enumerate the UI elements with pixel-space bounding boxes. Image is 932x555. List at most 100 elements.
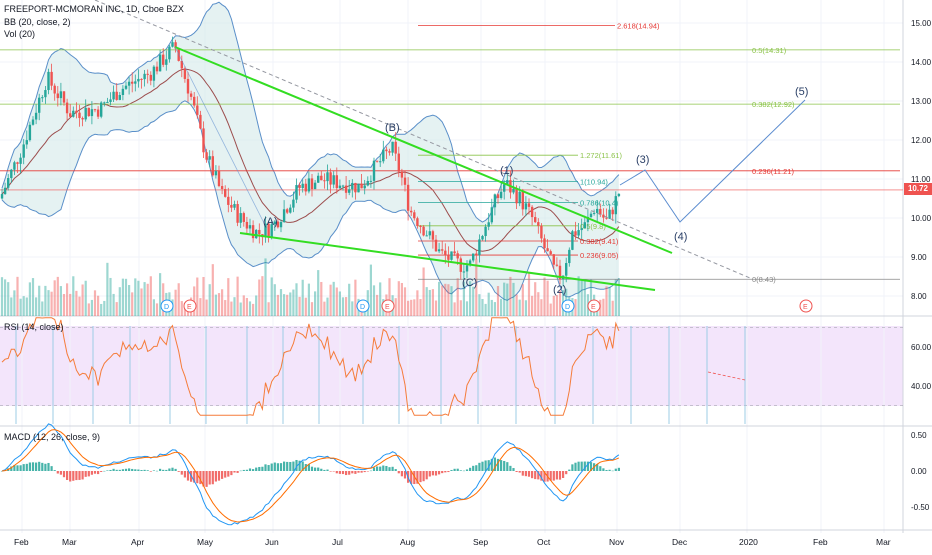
volume-bar: [465, 301, 469, 316]
candle-body: [10, 169, 13, 179]
candle-body: [363, 185, 366, 189]
event-marker-label-3: E: [385, 304, 390, 311]
candle-body: [444, 250, 447, 255]
macd-histogram-bar: [211, 471, 214, 485]
macd-histogram-bar: [47, 462, 50, 471]
macd-histogram-bar: [363, 471, 366, 473]
candle-body: [245, 221, 249, 229]
bb-legend[interactable]: BB (20, close, 2): [4, 17, 71, 27]
rsi-legend[interactable]: RSI (14, close): [4, 322, 64, 332]
macd-histogram-bar: [617, 467, 620, 471]
time-tick-5: Jul: [332, 537, 343, 547]
candle-body: [220, 186, 224, 190]
wave-label-2: (C): [462, 277, 477, 289]
volume-bar: [428, 289, 431, 316]
macd-histogram-bar: [236, 471, 239, 473]
volume-bar: [295, 283, 298, 316]
candle-body: [394, 141, 397, 154]
macd-legend[interactable]: MACD (12, 26, close, 9): [4, 432, 101, 442]
macd-histogram-bar: [338, 471, 341, 474]
macd-signal-line: [1, 429, 620, 523]
volume-bar: [131, 292, 134, 316]
macd-histogram-bar: [605, 469, 608, 471]
volume-bar: [577, 276, 580, 316]
candle-body: [143, 73, 146, 80]
candle-body: [453, 251, 456, 254]
volume-bar: [279, 289, 283, 316]
candle-body: [121, 88, 125, 95]
bollinger-band-fill: [2, 2, 619, 301]
candle-body: [357, 183, 360, 193]
fib-level-label-1: 0.5(14.31): [752, 46, 787, 55]
candle-body: [3, 187, 7, 195]
volume-bar: [140, 288, 143, 316]
candle-body: [208, 156, 211, 160]
macd-histogram-bar: [279, 463, 283, 471]
candle-body: [388, 151, 391, 153]
candle-body: [329, 172, 332, 185]
fib-level-label-4: 0.236(11.21): [752, 167, 794, 176]
macd-histogram-bar: [121, 469, 124, 471]
volume-bar: [543, 277, 546, 316]
candle-body: [484, 226, 487, 237]
macd-histogram-bar: [447, 471, 450, 473]
macd-histogram-bar: [537, 471, 540, 480]
volume-bar: [434, 300, 438, 316]
candle-body: [354, 182, 357, 193]
volume-bar: [62, 293, 66, 316]
candle-body: [270, 224, 273, 237]
vol-legend[interactable]: Vol (20): [4, 29, 36, 39]
volume-bar: [72, 276, 75, 316]
volume-bar: [224, 300, 227, 316]
wave-label-7: (5): [795, 86, 808, 98]
fib-level-label-7: 0.5(9.8): [580, 222, 606, 231]
candle-body: [515, 188, 518, 204]
macd-histogram-bar: [558, 471, 562, 480]
macd-histogram-bar: [106, 470, 109, 471]
macd-histogram-bar: [400, 471, 403, 477]
macd-histogram-bar: [428, 471, 431, 477]
volume-bar: [53, 280, 56, 316]
macd-histogram-bar: [289, 461, 292, 471]
elliott-projection-path: [619, 99, 806, 223]
volume-bar: [47, 290, 50, 316]
volume-bar: [611, 300, 614, 316]
macd-histogram-bar: [81, 471, 84, 480]
candle-body: [602, 214, 605, 218]
candle-body: [96, 109, 100, 117]
macd-histogram-bar: [224, 471, 227, 478]
macd-histogram-bar: [388, 467, 391, 471]
candle-body: [530, 206, 534, 218]
candle-body: [335, 175, 338, 189]
macd-histogram-bar: [348, 471, 351, 475]
candle-body: [599, 208, 602, 215]
volume-bar: [484, 303, 487, 316]
volume-bar: [614, 279, 617, 316]
candle-body: [75, 110, 78, 113]
candle-body: [487, 222, 490, 227]
macd-histogram-bar: [112, 468, 115, 471]
volume-bar: [233, 297, 236, 316]
macd-histogram-bar: [366, 471, 369, 472]
volume-bar: [174, 289, 177, 316]
macd-histogram-bar: [97, 471, 100, 475]
candle-body: [413, 212, 416, 219]
volume-bar: [84, 280, 87, 316]
volume-bar: [509, 276, 512, 316]
volume-bar: [307, 283, 310, 316]
time-tick-2: Apr: [131, 537, 144, 547]
candle-body: [323, 180, 326, 182]
macd-histogram-bar: [462, 470, 465, 472]
candle-body: [214, 171, 218, 176]
volume-bar: [425, 287, 428, 316]
candle-body: [555, 264, 559, 266]
macd-histogram-bar: [503, 460, 506, 471]
candle-body: [146, 73, 149, 75]
volume-bar: [341, 297, 345, 316]
volume-bar: [146, 283, 149, 316]
volume-bar: [28, 282, 31, 316]
symbol-legend[interactable]: FREEPORT-MCMORAN INC, 1D, Cboe BZX: [4, 4, 184, 14]
candle-body: [410, 210, 413, 213]
